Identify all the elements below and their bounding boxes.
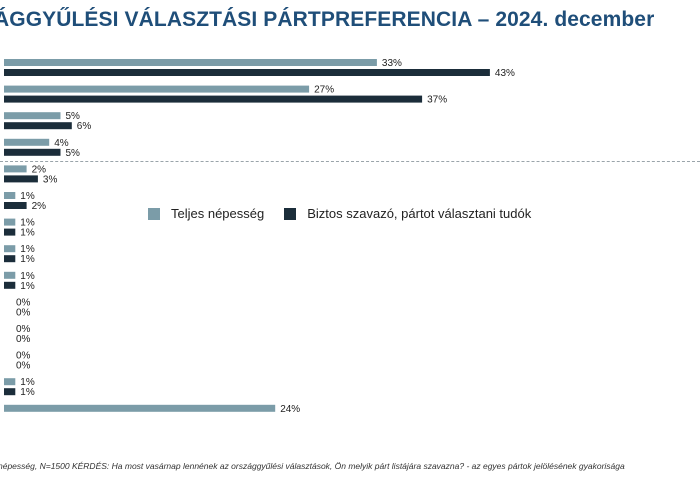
data-label-series1-row1: 33% [382,58,402,69]
data-label-series1-row7: 1% [20,218,35,229]
data-label-series2-row11: 0% [16,334,31,345]
bar-series1-row1 [4,59,377,66]
bar-chart: 33%43%27%37%5%6%4%5%2%3%1%2%1%1%1%1%1%1%… [4,58,515,415]
bar-series1-row6 [4,192,16,199]
bar-series1-row9 [4,271,16,279]
bar-series2-row1 [4,69,490,76]
legend-label-biztos: Biztos szavazó, pártot választani tudók [307,206,532,221]
data-label-series1-row6: 1% [20,191,35,202]
legend-item-teljes: Teljes népesség [148,206,264,221]
data-label-series2-row6: 2% [32,201,47,212]
data-label-series2-row8: 1% [20,254,35,265]
data-label-series2-row3: 6% [77,121,92,132]
legend: Teljes népesség Biztos szavazó, pártot v… [148,206,551,221]
data-label-series1-row13: 1% [20,377,35,388]
data-label-series2-row1: 43% [495,68,515,79]
bar-series2-row8 [4,255,16,263]
data-label-series2-row7: 1% [20,228,35,239]
data-label-series2-row5: 3% [43,174,58,185]
bar-series2-row13 [4,388,16,396]
legend-label-teljes: Teljes népesség [171,206,265,221]
data-label-series1-row9: 1% [20,271,35,282]
bar-series2-row2 [4,95,423,103]
bar-series1-row13 [4,378,16,386]
legend-swatch-teljes [148,207,160,220]
data-label-series2-row13: 1% [20,387,35,398]
data-label-series2-row10: 0% [16,307,31,318]
bar-series1-row2 [4,85,310,93]
data-label-series1-row8: 1% [20,244,35,255]
bar-series1-row3 [4,112,61,120]
bar-series2-row7 [4,228,16,236]
divider-line [0,161,700,162]
bar-series2-row9 [4,281,16,289]
bar-series1-row5 [4,165,27,173]
data-label-series1-row4: 4% [54,138,69,149]
footnote: népesség, N=1500 KÉRDÉS: Ha most vasárna… [0,461,625,471]
bar-series2-row3 [4,122,72,130]
bar-series1-row7 [4,218,16,226]
chart-title: ÁGGYŰLÉSI VÁLASZTÁSI PÁRTPREFERENCIA – 2… [0,8,655,31]
legend-item-biztos: Biztos szavazó, pártot választani tudók [284,206,531,221]
data-label-series2-row12: 0% [16,361,31,372]
bar-series2-row6 [4,202,27,209]
data-label-series1-row14: 24% [280,404,300,415]
data-label-series2-row4: 5% [66,148,81,159]
data-label-series1-row3: 5% [66,111,81,122]
bar-series1-row4 [4,138,50,146]
bar-series2-row5 [4,175,38,183]
data-label-series2-row9: 1% [20,281,35,292]
data-label-series1-row11: 0% [16,324,31,335]
data-label-series1-row2: 27% [314,85,334,96]
bar-series1-row14 [4,404,276,412]
data-label-series1-row10: 0% [16,297,31,308]
legend-swatch-biztos [284,207,297,220]
data-label-series1-row5: 2% [32,164,47,175]
bar-series1-row8 [4,245,16,253]
data-label-series2-row2: 37% [427,95,447,106]
data-label-series1-row12: 0% [16,351,31,362]
bar-series2-row4 [4,148,61,156]
